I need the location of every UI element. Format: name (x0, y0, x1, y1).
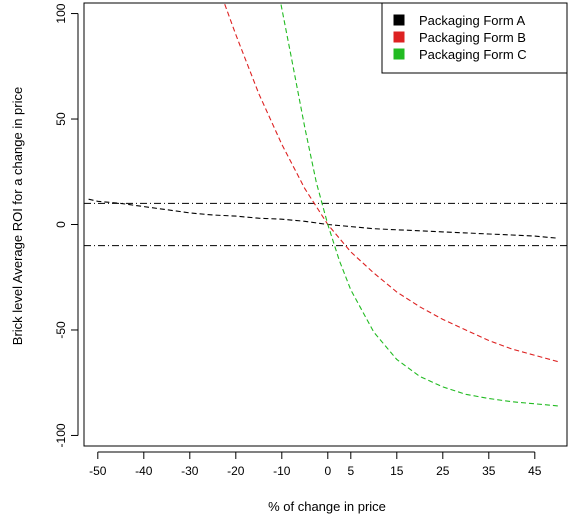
x-tick-label: -50 (89, 464, 107, 478)
y-tick-label: 100 (54, 3, 68, 23)
legend-swatch (393, 14, 405, 26)
y-tick-label: -100 (54, 423, 68, 447)
legend-swatch (393, 48, 405, 60)
plot-frame (83, 2, 568, 447)
series-line-3 (280, 3, 558, 407)
x-tick-label: 0 (324, 464, 331, 478)
x-tick-label: 15 (390, 464, 404, 478)
x-tick-label: -10 (273, 464, 291, 478)
series-line-1 (88, 198, 558, 239)
legend-swatch (393, 31, 405, 43)
y-tick-label: 0 (54, 221, 68, 228)
x-axis-label: % of change in price (268, 499, 386, 514)
legend: Packaging Form A Packaging Form B Packagin… (381, 2, 568, 74)
y-axis-label: Brick level Average ROI for a change in … (10, 87, 25, 345)
legend-label: Packaging Form B (419, 30, 526, 45)
x-tick-label: -20 (227, 464, 245, 478)
x-tick-label: 35 (482, 464, 496, 478)
x-tick-label: 45 (528, 464, 542, 478)
y-tick-label: 50 (54, 112, 68, 126)
series-line-2 (223, 3, 558, 363)
y-tick-label: -50 (54, 321, 68, 339)
x-tick-label: 25 (436, 464, 450, 478)
x-tick-label: 5 (347, 464, 354, 478)
x-tick-label: -40 (135, 464, 153, 478)
legend-box (381, 2, 568, 74)
legend-label: Packaging Form C (419, 47, 527, 62)
legend-label: Packaging Form A (419, 13, 526, 28)
x-tick-label: -30 (181, 464, 199, 478)
